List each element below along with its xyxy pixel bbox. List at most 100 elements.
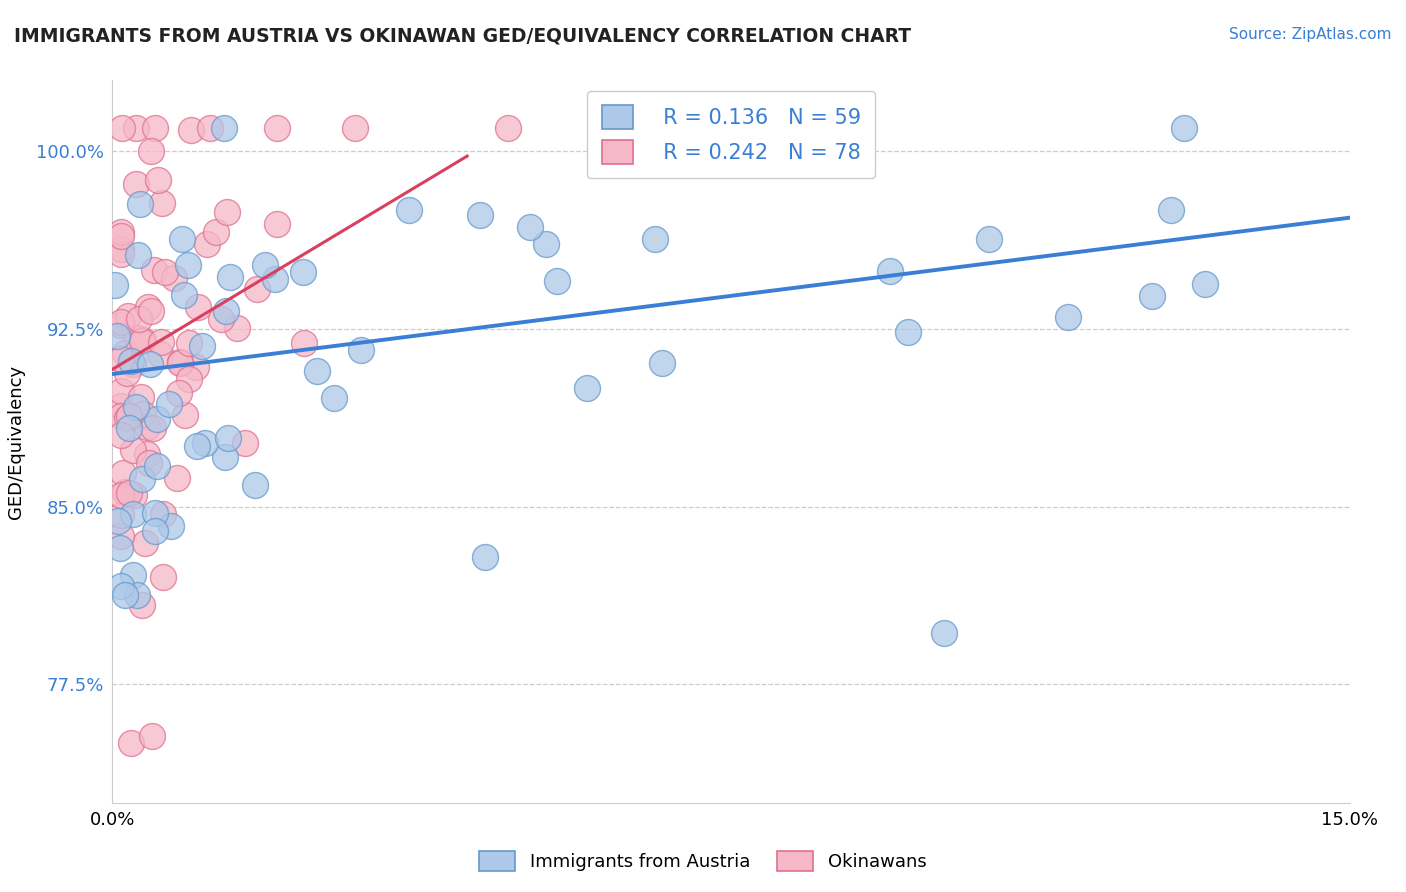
Point [193,435,215,450]
Point [205,225,228,239]
Point [134,535,156,549]
Point [122,488,145,502]
Point [305,364,328,378]
Point [172,232,194,246]
Point [159,518,181,533]
Point [149,334,172,349]
Point [1173,120,1195,135]
Point [266,120,288,135]
Point [104,278,127,293]
Point [117,309,139,323]
Point [575,381,598,395]
Point [166,471,188,485]
Point [215,205,238,219]
Legend: Immigrants from Austria, Okinawans: Immigrants from Austria, Okinawans [472,844,934,879]
Point [266,217,288,231]
Point [132,408,155,422]
Point [118,409,141,423]
Point [897,325,920,339]
Point [264,271,287,285]
Point [105,329,128,343]
Point [177,372,200,386]
Point [111,466,134,480]
Point [187,300,209,314]
Point [135,446,157,460]
Point [217,431,239,445]
Point [212,120,235,135]
Point [131,334,153,348]
Point [546,275,568,289]
Point [146,458,169,473]
Point [110,508,132,522]
Point [115,411,138,425]
Point [132,333,155,347]
Point [141,145,163,159]
Point [110,384,132,398]
Point [519,219,541,234]
Point [117,420,139,434]
Point [128,312,150,326]
Point [146,173,169,187]
Point [191,339,214,353]
Point [177,335,200,350]
Point [498,120,520,135]
Point [110,428,132,442]
Point [1160,202,1182,217]
Point [153,265,176,279]
Point [131,598,153,612]
Point [143,120,166,135]
Point [138,357,160,371]
Point [110,488,132,502]
Point [138,456,160,470]
Point [110,318,132,332]
Point [157,397,180,411]
Point [214,450,236,464]
Point [110,228,132,243]
Point [110,351,132,366]
Legend:   R = 0.136   N = 59,   R = 0.242   N = 78: R = 0.136 N = 59, R = 0.242 N = 78 [588,91,875,178]
Point [253,258,276,272]
Point [129,196,152,211]
Point [125,331,148,345]
Point [1057,310,1080,325]
Point [108,541,131,556]
Point [215,303,238,318]
Point [233,436,256,450]
Point [169,356,191,370]
Point [110,243,132,257]
Point [124,400,146,414]
Point [243,478,266,492]
Point [142,421,165,435]
Point [110,409,132,423]
Point [131,472,153,486]
Point [125,177,148,191]
Point [122,567,145,582]
Point [125,120,148,135]
Point [979,232,1001,246]
Point [146,412,169,426]
Point [122,507,145,521]
Point [115,366,138,380]
Point [474,549,496,564]
Point [173,409,195,423]
Point [141,729,163,743]
Point [398,202,420,217]
Text: IMMIGRANTS FROM AUSTRIA VS OKINAWAN GED/EQUIVALENCY CORRELATION CHART: IMMIGRANTS FROM AUSTRIA VS OKINAWAN GED/… [14,27,911,45]
Point [246,282,269,296]
Point [169,355,191,369]
Point [291,265,314,279]
Point [343,120,366,135]
Point [152,570,174,584]
Point [218,270,240,285]
Point [350,343,373,357]
Point [177,258,200,272]
Point [169,386,191,401]
Point [107,514,129,528]
Point [127,588,149,602]
Point [186,439,208,453]
Point [110,579,132,593]
Point [879,264,901,278]
Point [180,122,202,136]
Point [110,246,132,260]
Point [195,237,218,252]
